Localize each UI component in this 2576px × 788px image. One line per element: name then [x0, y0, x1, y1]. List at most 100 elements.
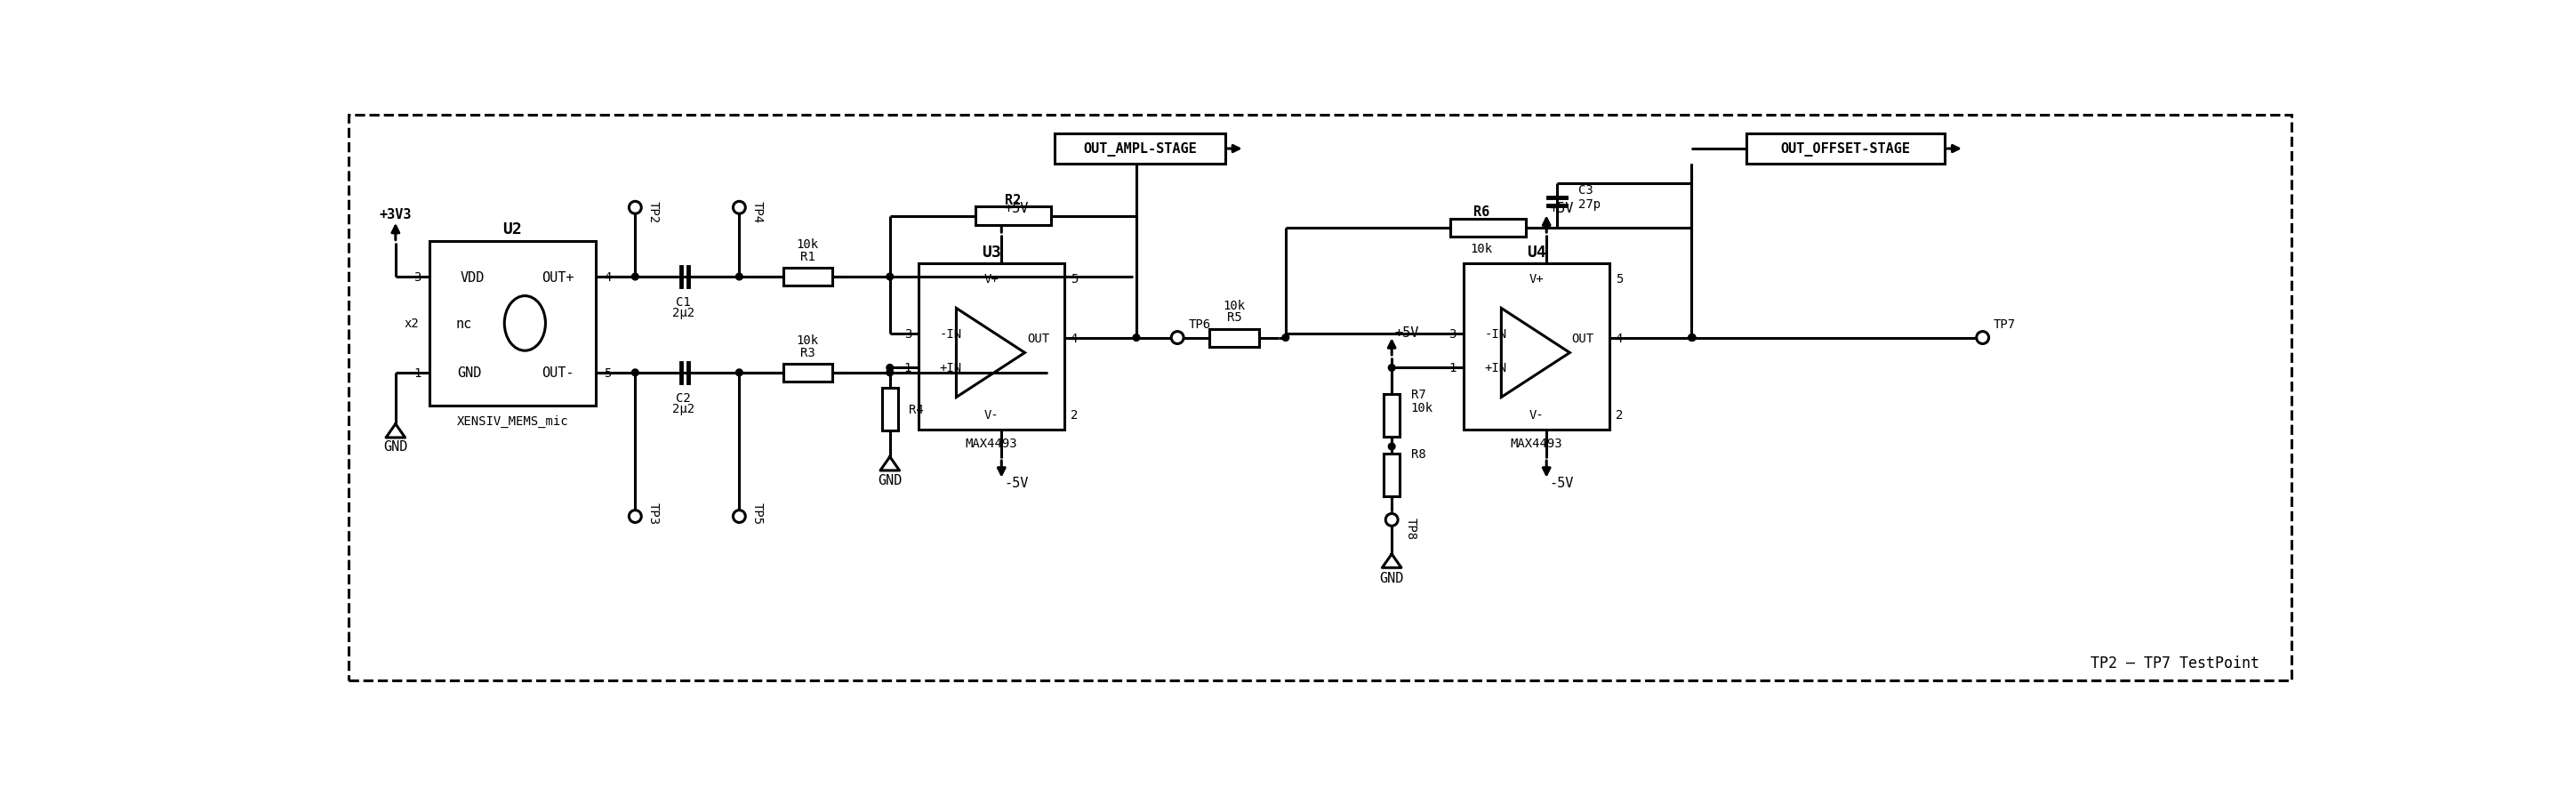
Circle shape	[737, 370, 742, 377]
Bar	[976, 207, 1051, 225]
Text: OUT_AMPL-STAGE: OUT_AMPL-STAGE	[1082, 142, 1198, 156]
Text: 4: 4	[603, 271, 611, 284]
Text: 10k: 10k	[796, 238, 819, 251]
Bar	[1463, 264, 1610, 429]
Text: GND: GND	[384, 440, 407, 454]
Circle shape	[1690, 335, 1695, 341]
Text: -IN: -IN	[940, 328, 961, 340]
Text: -5V: -5V	[1005, 477, 1028, 490]
Text: 1: 1	[415, 366, 420, 379]
Bar	[1211, 329, 1260, 347]
Text: VDD: VDD	[461, 270, 484, 284]
Text: 10k: 10k	[796, 334, 819, 347]
Text: R6: R6	[1473, 205, 1489, 218]
Bar	[1747, 134, 1945, 165]
Text: 5: 5	[1072, 273, 1077, 285]
Ellipse shape	[505, 296, 546, 351]
Text: +IN: +IN	[940, 362, 961, 374]
Text: TP7: TP7	[1994, 318, 2014, 331]
Text: 4: 4	[1615, 332, 1623, 344]
Text: OUT: OUT	[1028, 332, 1048, 344]
Circle shape	[1388, 444, 1396, 450]
Text: +5V: +5V	[1548, 202, 1574, 215]
Text: C3: C3	[1579, 184, 1595, 196]
Text: +3V3: +3V3	[379, 207, 412, 221]
Text: 3: 3	[415, 271, 420, 284]
Circle shape	[1133, 335, 1139, 341]
Text: 2μ2: 2μ2	[672, 403, 696, 414]
Text: TP8: TP8	[1404, 517, 1417, 540]
Text: nc: nc	[456, 317, 471, 330]
Circle shape	[737, 273, 742, 281]
Circle shape	[734, 511, 744, 522]
Circle shape	[631, 370, 639, 377]
Text: 1: 1	[904, 362, 912, 374]
Text: 10k: 10k	[1224, 299, 1244, 311]
Circle shape	[886, 370, 894, 377]
Bar	[1054, 134, 1226, 165]
Text: x2: x2	[404, 318, 420, 330]
Text: 10k: 10k	[1471, 242, 1492, 255]
Text: 2: 2	[1072, 408, 1077, 421]
Bar	[881, 388, 899, 430]
Circle shape	[886, 365, 894, 372]
Text: +5V: +5V	[1005, 202, 1028, 215]
Text: OUT: OUT	[1571, 332, 1595, 344]
Text: V-: V-	[1530, 408, 1543, 421]
Text: 3: 3	[1448, 328, 1455, 340]
Text: 2μ2: 2μ2	[672, 307, 696, 319]
Text: V+: V+	[984, 273, 999, 285]
Text: OUT_OFFSET-STAGE: OUT_OFFSET-STAGE	[1780, 142, 1911, 156]
Text: +IN: +IN	[1484, 362, 1507, 374]
Text: 3: 3	[904, 328, 912, 340]
Circle shape	[631, 273, 639, 281]
Text: GND: GND	[878, 474, 902, 487]
Text: 4: 4	[1072, 332, 1077, 344]
Circle shape	[1976, 332, 1989, 344]
Circle shape	[734, 202, 744, 214]
Circle shape	[1283, 335, 1288, 341]
Circle shape	[1386, 514, 1399, 526]
Text: -5V: -5V	[1548, 477, 1574, 490]
Text: 27p: 27p	[1579, 198, 1602, 210]
Text: GND: GND	[459, 366, 482, 380]
Text: TP3: TP3	[647, 502, 659, 524]
Text: R3: R3	[801, 346, 814, 359]
Text: R5: R5	[1226, 311, 1242, 324]
Text: 5: 5	[603, 366, 611, 379]
Circle shape	[886, 273, 894, 281]
Text: 5: 5	[1615, 273, 1623, 285]
Text: TP5: TP5	[750, 502, 762, 524]
Text: 1: 1	[1448, 362, 1455, 374]
Circle shape	[1388, 365, 1396, 372]
Text: R1: R1	[801, 251, 814, 263]
Bar	[1383, 455, 1399, 496]
Circle shape	[629, 511, 641, 522]
Text: R8: R8	[1412, 448, 1425, 460]
Text: V-: V-	[984, 408, 999, 421]
Bar	[1450, 219, 1525, 237]
Text: R2: R2	[1005, 193, 1020, 206]
Text: 2: 2	[1615, 408, 1623, 421]
Text: +5V: +5V	[1394, 326, 1419, 340]
Text: U3: U3	[981, 244, 1002, 260]
Text: MAX4493: MAX4493	[1510, 437, 1564, 450]
Text: U4: U4	[1528, 244, 1546, 260]
Text: C2: C2	[675, 392, 690, 403]
Bar	[430, 242, 595, 406]
Text: OUT+: OUT+	[541, 270, 574, 284]
Text: U2: U2	[502, 221, 523, 237]
Text: R4: R4	[909, 403, 925, 415]
Bar	[783, 364, 832, 382]
Bar	[783, 268, 832, 286]
Text: OUT-: OUT-	[541, 366, 574, 380]
Text: C1: C1	[675, 296, 690, 308]
Text: -IN: -IN	[1484, 328, 1507, 340]
Circle shape	[1687, 335, 1695, 341]
Bar	[920, 264, 1064, 429]
Circle shape	[629, 202, 641, 214]
Text: TP6: TP6	[1188, 318, 1211, 331]
Bar	[1383, 395, 1399, 437]
Text: V+: V+	[1530, 273, 1543, 285]
Text: TP2: TP2	[647, 201, 659, 223]
